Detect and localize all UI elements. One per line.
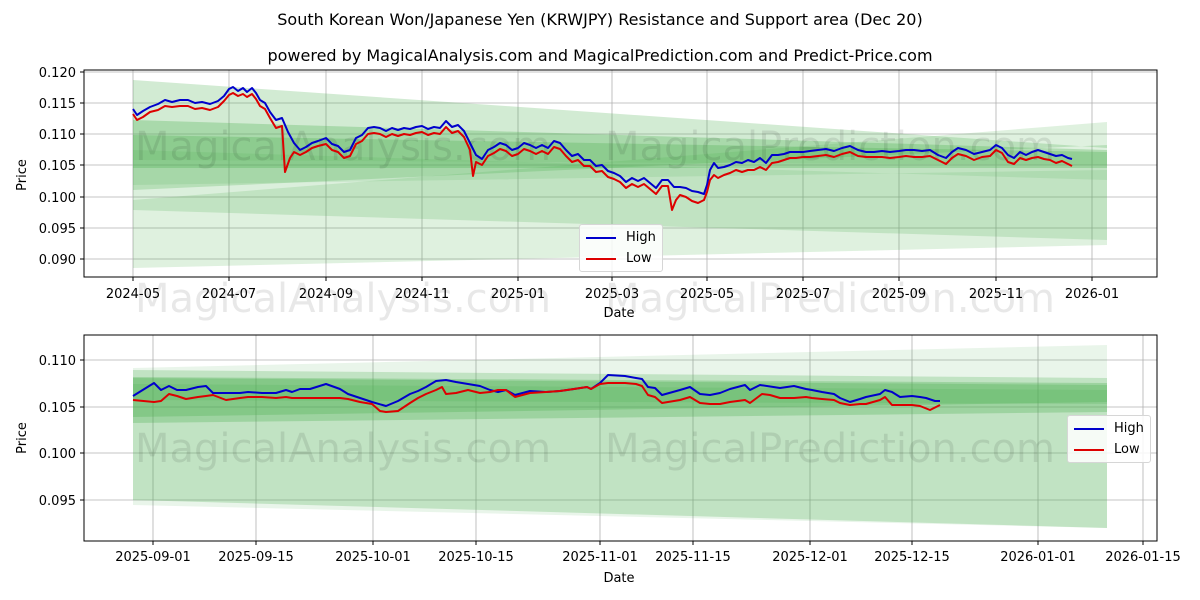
high-swatch-icon (1074, 427, 1104, 430)
svg-text:2025-05: 2025-05 (680, 287, 734, 302)
svg-text:2025-09-01: 2025-09-01 (115, 550, 191, 565)
svg-text:2025-09: 2025-09 (872, 287, 926, 302)
svg-text:2025-10-15: 2025-10-15 (438, 550, 514, 565)
svg-text:2025-10-01: 2025-10-01 (335, 550, 411, 565)
high-swatch-icon (586, 236, 616, 239)
chart-subtitle: powered by MagicalAnalysis.com and Magic… (267, 46, 933, 65)
top-high-line (132, 86, 1073, 195)
svg-text:2025-01: 2025-01 (491, 287, 545, 302)
watermark-prediction: MagicalPrediction.com (605, 124, 1055, 170)
svg-text:0.110: 0.110 (39, 354, 76, 369)
bottom-watermark-prediction: MagicalPrediction.com (605, 426, 1055, 472)
support-band-outer (133, 370, 1107, 528)
top-y-axis-label: Price (15, 159, 30, 191)
top-chart: MagicalAnalysis.com MagicalPrediction.co… (15, 66, 1158, 322)
svg-text:0.120: 0.120 (39, 66, 76, 81)
legend-high-label: High (1114, 421, 1144, 436)
chart-title: South Korean Won/Japanese Yen (KRWJPY) R… (277, 10, 923, 29)
low-swatch-icon (586, 257, 616, 260)
bottom-bands (133, 345, 1107, 528)
support-band-outer (133, 122, 1107, 268)
svg-text:2026-01-15: 2026-01-15 (1105, 550, 1181, 565)
svg-text:0.105: 0.105 (39, 401, 76, 416)
resistance-band-inner (133, 120, 1107, 165)
legend-low-label: Low (626, 251, 652, 266)
svg-text:0.115: 0.115 (39, 97, 76, 112)
legend-item-high: High (586, 227, 656, 248)
svg-text:2026-01: 2026-01 (1065, 287, 1119, 302)
svg-text:0.100: 0.100 (39, 447, 76, 462)
top-grid (84, 70, 1157, 277)
top-y-ticks: 0.120 0.115 0.110 0.105 0.100 0.095 0.09… (39, 66, 84, 268)
svg-text:2025-03: 2025-03 (585, 287, 639, 302)
svg-text:2025-11-01: 2025-11-01 (562, 550, 638, 565)
svg-text:0.110: 0.110 (39, 128, 76, 143)
svg-text:2024-11: 2024-11 (395, 287, 449, 302)
svg-text:0.090: 0.090 (39, 253, 76, 268)
resistance-band-outer (133, 80, 1107, 190)
legend-item-low: Low (1074, 439, 1144, 460)
bottom-axes-frame (83, 334, 1158, 542)
legend-low-label: Low (1114, 442, 1140, 457)
bottom-y-axis-label: Price (15, 422, 30, 454)
svg-text:2025-11-15: 2025-11-15 (655, 550, 731, 565)
svg-text:2024-07: 2024-07 (202, 287, 256, 302)
legend-high-label: High (626, 230, 656, 245)
band-outer (133, 345, 1107, 528)
svg-text:2025-11: 2025-11 (969, 287, 1023, 302)
svg-text:2024-09: 2024-09 (299, 287, 353, 302)
svg-text:0.095: 0.095 (39, 494, 76, 509)
top-x-axis-label: Date (603, 306, 634, 321)
svg-text:2025-12-15: 2025-12-15 (874, 550, 950, 565)
bottom-chart: MagicalAnalysis.com MagicalPrediction.co… (15, 334, 1181, 586)
watermark-analysis: MagicalAnalysis.com (135, 124, 551, 170)
svg-text:2025-07: 2025-07 (776, 287, 830, 302)
legend-item-high: High (1074, 418, 1144, 439)
top-x-ticks: 2024-05 2024-07 2024-09 2024-11 2025-01 … (106, 277, 1119, 302)
svg-text:0.105: 0.105 (39, 159, 76, 174)
bottom-low-line (132, 382, 941, 413)
svg-text:2025-09-15: 2025-09-15 (218, 550, 294, 565)
watermark-prediction-2: MagicalPrediction.com (605, 276, 1055, 322)
top-bands (133, 80, 1107, 268)
svg-text:2024-05: 2024-05 (106, 287, 160, 302)
resistance-band-outer (133, 377, 1107, 423)
top-legend: High Low (579, 224, 663, 272)
bottom-watermark-analysis: MagicalAnalysis.com (135, 426, 551, 472)
bottom-x-axis-label: Date (603, 571, 634, 586)
bottom-legend: High Low (1067, 415, 1151, 463)
top-low-line (132, 92, 1073, 211)
svg-text:2026-01-01: 2026-01-01 (1000, 550, 1076, 565)
svg-text:0.100: 0.100 (39, 191, 76, 206)
support-band-inner (133, 135, 1107, 168)
top-axes-frame (83, 69, 1158, 278)
svg-text:0.095: 0.095 (39, 222, 76, 237)
watermark-analysis-2: MagicalAnalysis.com (135, 276, 551, 322)
low-swatch-icon (1074, 448, 1104, 451)
legend-item-low: Low (586, 248, 656, 269)
bottom-y-ticks: 0.110 0.105 0.100 0.095 (39, 354, 84, 509)
bottom-x-ticks: 2025-09-01 2025-09-15 2025-10-01 2025-10… (115, 541, 1181, 565)
svg-text:2025-12-01: 2025-12-01 (772, 550, 848, 565)
bottom-grid (84, 335, 1157, 541)
